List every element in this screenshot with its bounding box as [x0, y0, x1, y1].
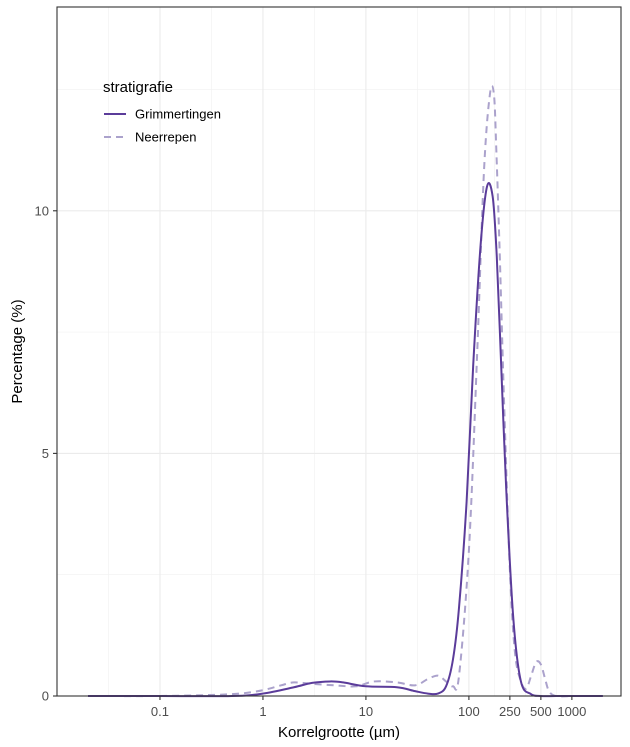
legend: stratigrafie Grimmertingen Neerrepen: [103, 79, 221, 145]
y-tick-label: 10: [35, 203, 49, 218]
legend-item-grimmertingen: Grimmertingen: [104, 107, 221, 122]
y-tick-label: 5: [42, 446, 49, 461]
x-tick-label: 500: [530, 704, 552, 719]
y-axis-title: Percentage (%): [9, 299, 26, 403]
x-axis: 0.1 1 10 100 250 500 1000: [151, 696, 586, 719]
x-tick-label: 10: [359, 704, 373, 719]
legend-title: stratigrafie: [103, 79, 173, 96]
y-axis: 0 5 10: [35, 203, 57, 704]
grid-minor: [57, 7, 621, 696]
x-tick-label: 0.1: [151, 704, 169, 719]
legend-label-grimmertingen: Grimmertingen: [135, 107, 221, 122]
x-tick-label: 1: [259, 704, 266, 719]
x-tick-label: 100: [458, 704, 480, 719]
series-layer: [87, 84, 603, 698]
x-tick-label: 250: [499, 704, 521, 719]
panel-border: [56, 6, 622, 697]
y-tick-label: 0: [42, 689, 49, 704]
x-tick-label: 1000: [557, 704, 586, 719]
legend-items: Grimmertingen Neerrepen: [104, 107, 221, 145]
series-line-grimmertingen: [88, 182, 603, 698]
x-axis-title: Korrelgrootte (µm): [278, 724, 400, 741]
legend-label-neerrepen: Neerrepen: [135, 130, 196, 145]
legend-item-neerrepen: Neerrepen: [104, 130, 196, 145]
series-line-neerrepen: [87, 84, 572, 698]
